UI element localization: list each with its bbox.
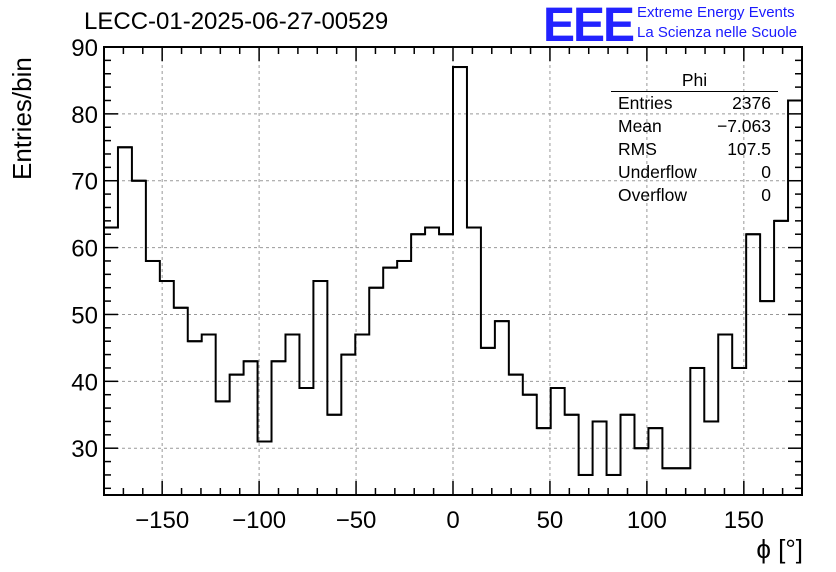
logo-line-2: La Scienza nelle Scuole (637, 24, 798, 41)
ticks (103, 46, 803, 495)
stats-label: Mean (618, 116, 662, 136)
x-tick-label: 100 (627, 507, 667, 534)
x-tick-label: −150 (135, 507, 189, 534)
stats-label: Underflow (618, 162, 697, 182)
stats-row-entries: Entries 2376 (611, 92, 778, 115)
logo-caption: Extreme Energy Events La Scienza nelle S… (637, 3, 797, 43)
histogram-connector (104, 66, 802, 476)
stats-label: Entries (618, 93, 673, 113)
logo-line-1: Extreme Energy Events (637, 4, 795, 21)
x-tick-label: −50 (336, 507, 377, 534)
x-tick-label: −100 (232, 507, 286, 534)
y-tick-label: 70 (71, 169, 98, 196)
x-tick-label: 0 (446, 507, 459, 534)
y-axis-label: Entries/bin (7, 57, 37, 180)
stats-row-underflow: Underflow 0 (611, 161, 778, 184)
stats-value: 107.5 (727, 139, 771, 159)
y-tick-label: 90 (71, 35, 98, 62)
stats-value: 0 (761, 185, 771, 205)
stats-row-mean: Mean −7.063 (611, 115, 778, 138)
histogram-outline (104, 66, 802, 476)
stats-row-overflow: Overflow 0 (611, 184, 778, 207)
y-tick-label: 60 (71, 236, 98, 263)
tick-labels: −150 −100 −50 0 50 100 150 30 40 50 60 70 80 90 (71, 35, 764, 534)
x-tick-label: 150 (724, 507, 764, 534)
stats-value: 2376 (732, 93, 771, 113)
stats-box: Phi Entries 2376 Mean −7.063 RMS 107.5 U… (611, 70, 778, 207)
stats-label: Overflow (618, 185, 688, 205)
x-tick-label: 50 (537, 507, 564, 534)
stats-label: RMS (618, 139, 657, 159)
chart-title: LECC-01-2025-06-27-00529 (84, 8, 389, 35)
stats-value: 0 (761, 162, 771, 182)
y-tick-label: 40 (71, 369, 98, 396)
y-tick-label: 50 (71, 302, 98, 329)
stats-value: −7.063 (716, 116, 771, 136)
x-axis-label: ϕ [°] (756, 534, 803, 564)
stats-row-rms: RMS 107.5 (611, 138, 778, 161)
y-tick-label: 80 (71, 102, 98, 129)
eee-logo: EEE (543, 0, 635, 52)
y-tick-label: 30 (71, 436, 98, 463)
stats-title: Phi (611, 70, 778, 92)
